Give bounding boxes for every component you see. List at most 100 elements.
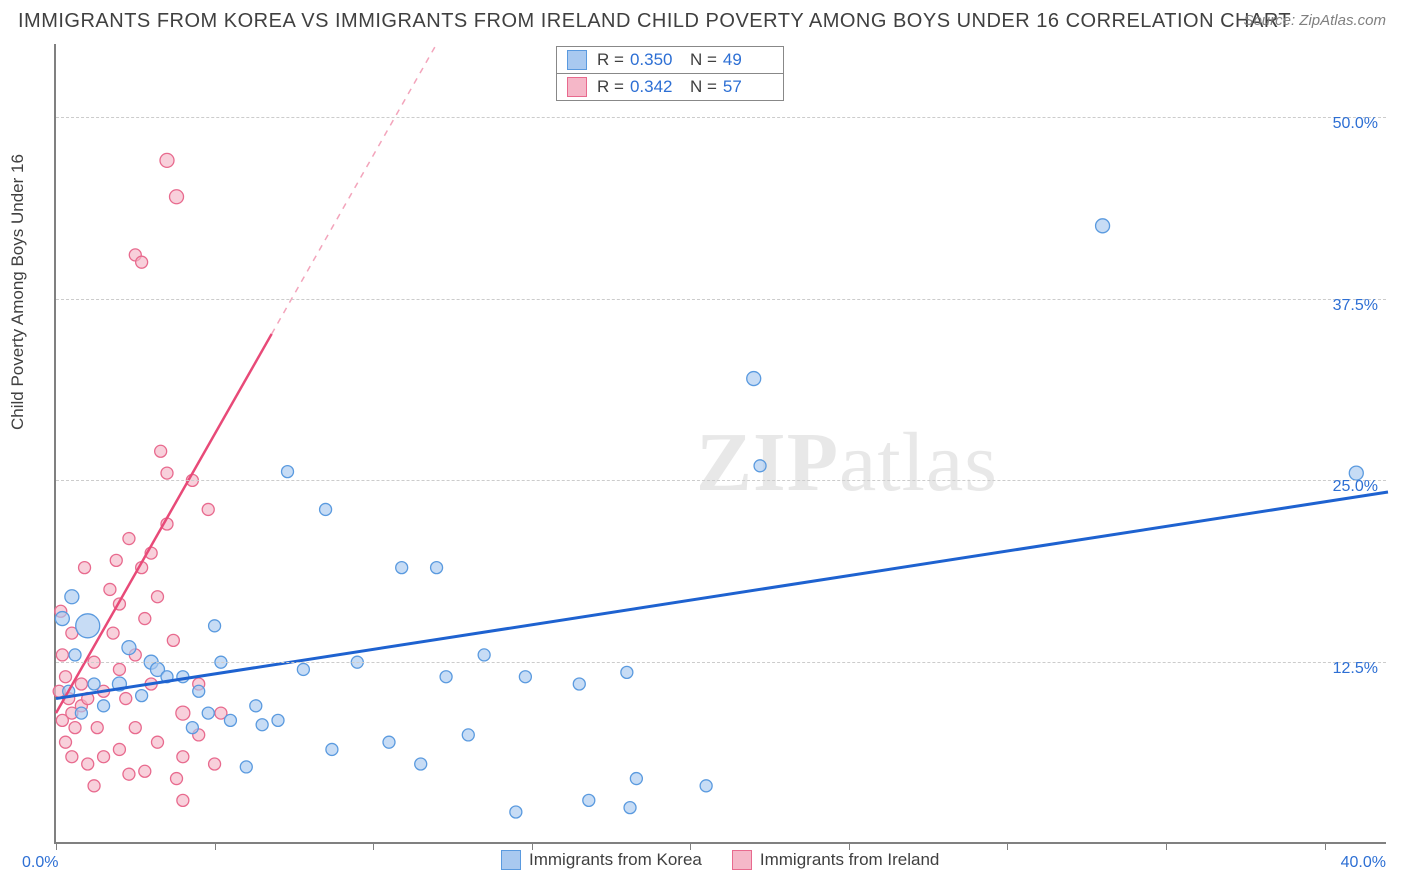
y-tick-label: 37.5% — [1333, 297, 1378, 315]
data-point — [155, 445, 167, 457]
data-point — [209, 758, 221, 770]
data-point — [624, 802, 636, 814]
regression-line-dashed — [272, 44, 437, 334]
data-point — [431, 562, 443, 574]
data-point — [396, 562, 408, 574]
data-point — [510, 806, 522, 818]
data-point — [326, 743, 338, 755]
data-point — [136, 256, 148, 268]
data-point — [55, 612, 69, 626]
y-tick-label: 50.0% — [1333, 115, 1378, 133]
data-point — [177, 794, 189, 806]
data-point — [161, 467, 173, 479]
data-point — [122, 641, 136, 655]
stats-row-korea: R = 0.350 N = 49 — [557, 47, 783, 73]
data-point — [320, 503, 332, 515]
data-point — [297, 663, 309, 675]
n-label: N = — [690, 77, 717, 97]
data-point — [139, 765, 151, 777]
data-point — [91, 722, 103, 734]
data-point — [272, 714, 284, 726]
gridline — [56, 299, 1386, 300]
data-point — [202, 707, 214, 719]
data-point — [700, 780, 712, 792]
y-tick-label: 12.5% — [1333, 660, 1378, 678]
legend-item-ireland: Immigrants from Ireland — [732, 850, 940, 870]
data-point — [177, 751, 189, 763]
data-point — [170, 190, 184, 204]
data-point — [113, 743, 125, 755]
x-tick — [690, 842, 691, 850]
data-point — [69, 649, 81, 661]
stats-row-ireland: R = 0.342 N = 57 — [557, 73, 783, 100]
legend-item-korea: Immigrants from Korea — [501, 850, 702, 870]
data-point — [60, 671, 72, 683]
gridline — [56, 662, 1386, 663]
swatch-korea — [501, 850, 521, 870]
data-point — [193, 685, 205, 697]
data-point — [240, 761, 252, 773]
data-point — [573, 678, 585, 690]
data-point — [120, 693, 132, 705]
data-point — [176, 706, 190, 720]
data-point — [209, 620, 221, 632]
source-attribution: Source: ZipAtlas.com — [1243, 12, 1386, 29]
x-min-label: 0.0% — [22, 854, 58, 872]
data-point — [151, 736, 163, 748]
data-point — [415, 758, 427, 770]
r-value-ireland: 0.342 — [630, 77, 680, 97]
data-point — [151, 591, 163, 603]
correlation-stats-legend: R = 0.350 N = 49 R = 0.342 N = 57 — [556, 46, 784, 101]
chart-title: IMMIGRANTS FROM KOREA VS IMMIGRANTS FROM… — [18, 10, 1291, 33]
data-point — [129, 722, 141, 734]
n-value-korea: 49 — [723, 50, 773, 70]
data-point — [98, 700, 110, 712]
swatch-ireland — [732, 850, 752, 870]
data-point — [171, 773, 183, 785]
data-point — [110, 554, 122, 566]
x-tick — [532, 842, 533, 850]
swatch-ireland — [567, 77, 587, 97]
data-point — [383, 736, 395, 748]
series-legend: Immigrants from Korea Immigrants from Ir… — [501, 850, 939, 870]
data-point — [1096, 219, 1110, 233]
data-point — [136, 690, 148, 702]
data-point — [224, 714, 236, 726]
x-tick — [1325, 842, 1326, 850]
data-point — [69, 722, 81, 734]
data-point — [256, 719, 268, 731]
data-point — [167, 634, 179, 646]
data-point — [139, 613, 151, 625]
x-tick — [373, 842, 374, 850]
legend-label-ireland: Immigrants from Ireland — [760, 850, 940, 870]
x-tick — [1166, 842, 1167, 850]
data-point — [583, 794, 595, 806]
data-point — [76, 614, 100, 638]
gridline — [56, 117, 1386, 118]
data-point — [202, 503, 214, 515]
data-point — [462, 729, 474, 741]
data-point — [82, 758, 94, 770]
data-point — [478, 649, 490, 661]
data-point — [123, 533, 135, 545]
y-axis-label: Child Poverty Among Boys Under 16 — [8, 154, 28, 430]
scatter-svg — [56, 44, 1388, 844]
x-tick — [215, 842, 216, 850]
x-tick — [56, 842, 57, 850]
n-label: N = — [690, 50, 717, 70]
x-tick — [849, 842, 850, 850]
data-point — [186, 722, 198, 734]
data-point — [65, 590, 79, 604]
data-point — [75, 678, 87, 690]
data-point — [160, 153, 174, 167]
data-point — [79, 562, 91, 574]
data-point — [88, 678, 100, 690]
data-point — [123, 768, 135, 780]
data-point — [440, 671, 452, 683]
y-tick-label: 25.0% — [1333, 478, 1378, 496]
data-point — [98, 751, 110, 763]
r-label: R = — [597, 77, 624, 97]
swatch-korea — [567, 50, 587, 70]
data-point — [113, 663, 125, 675]
x-tick — [1007, 842, 1008, 850]
